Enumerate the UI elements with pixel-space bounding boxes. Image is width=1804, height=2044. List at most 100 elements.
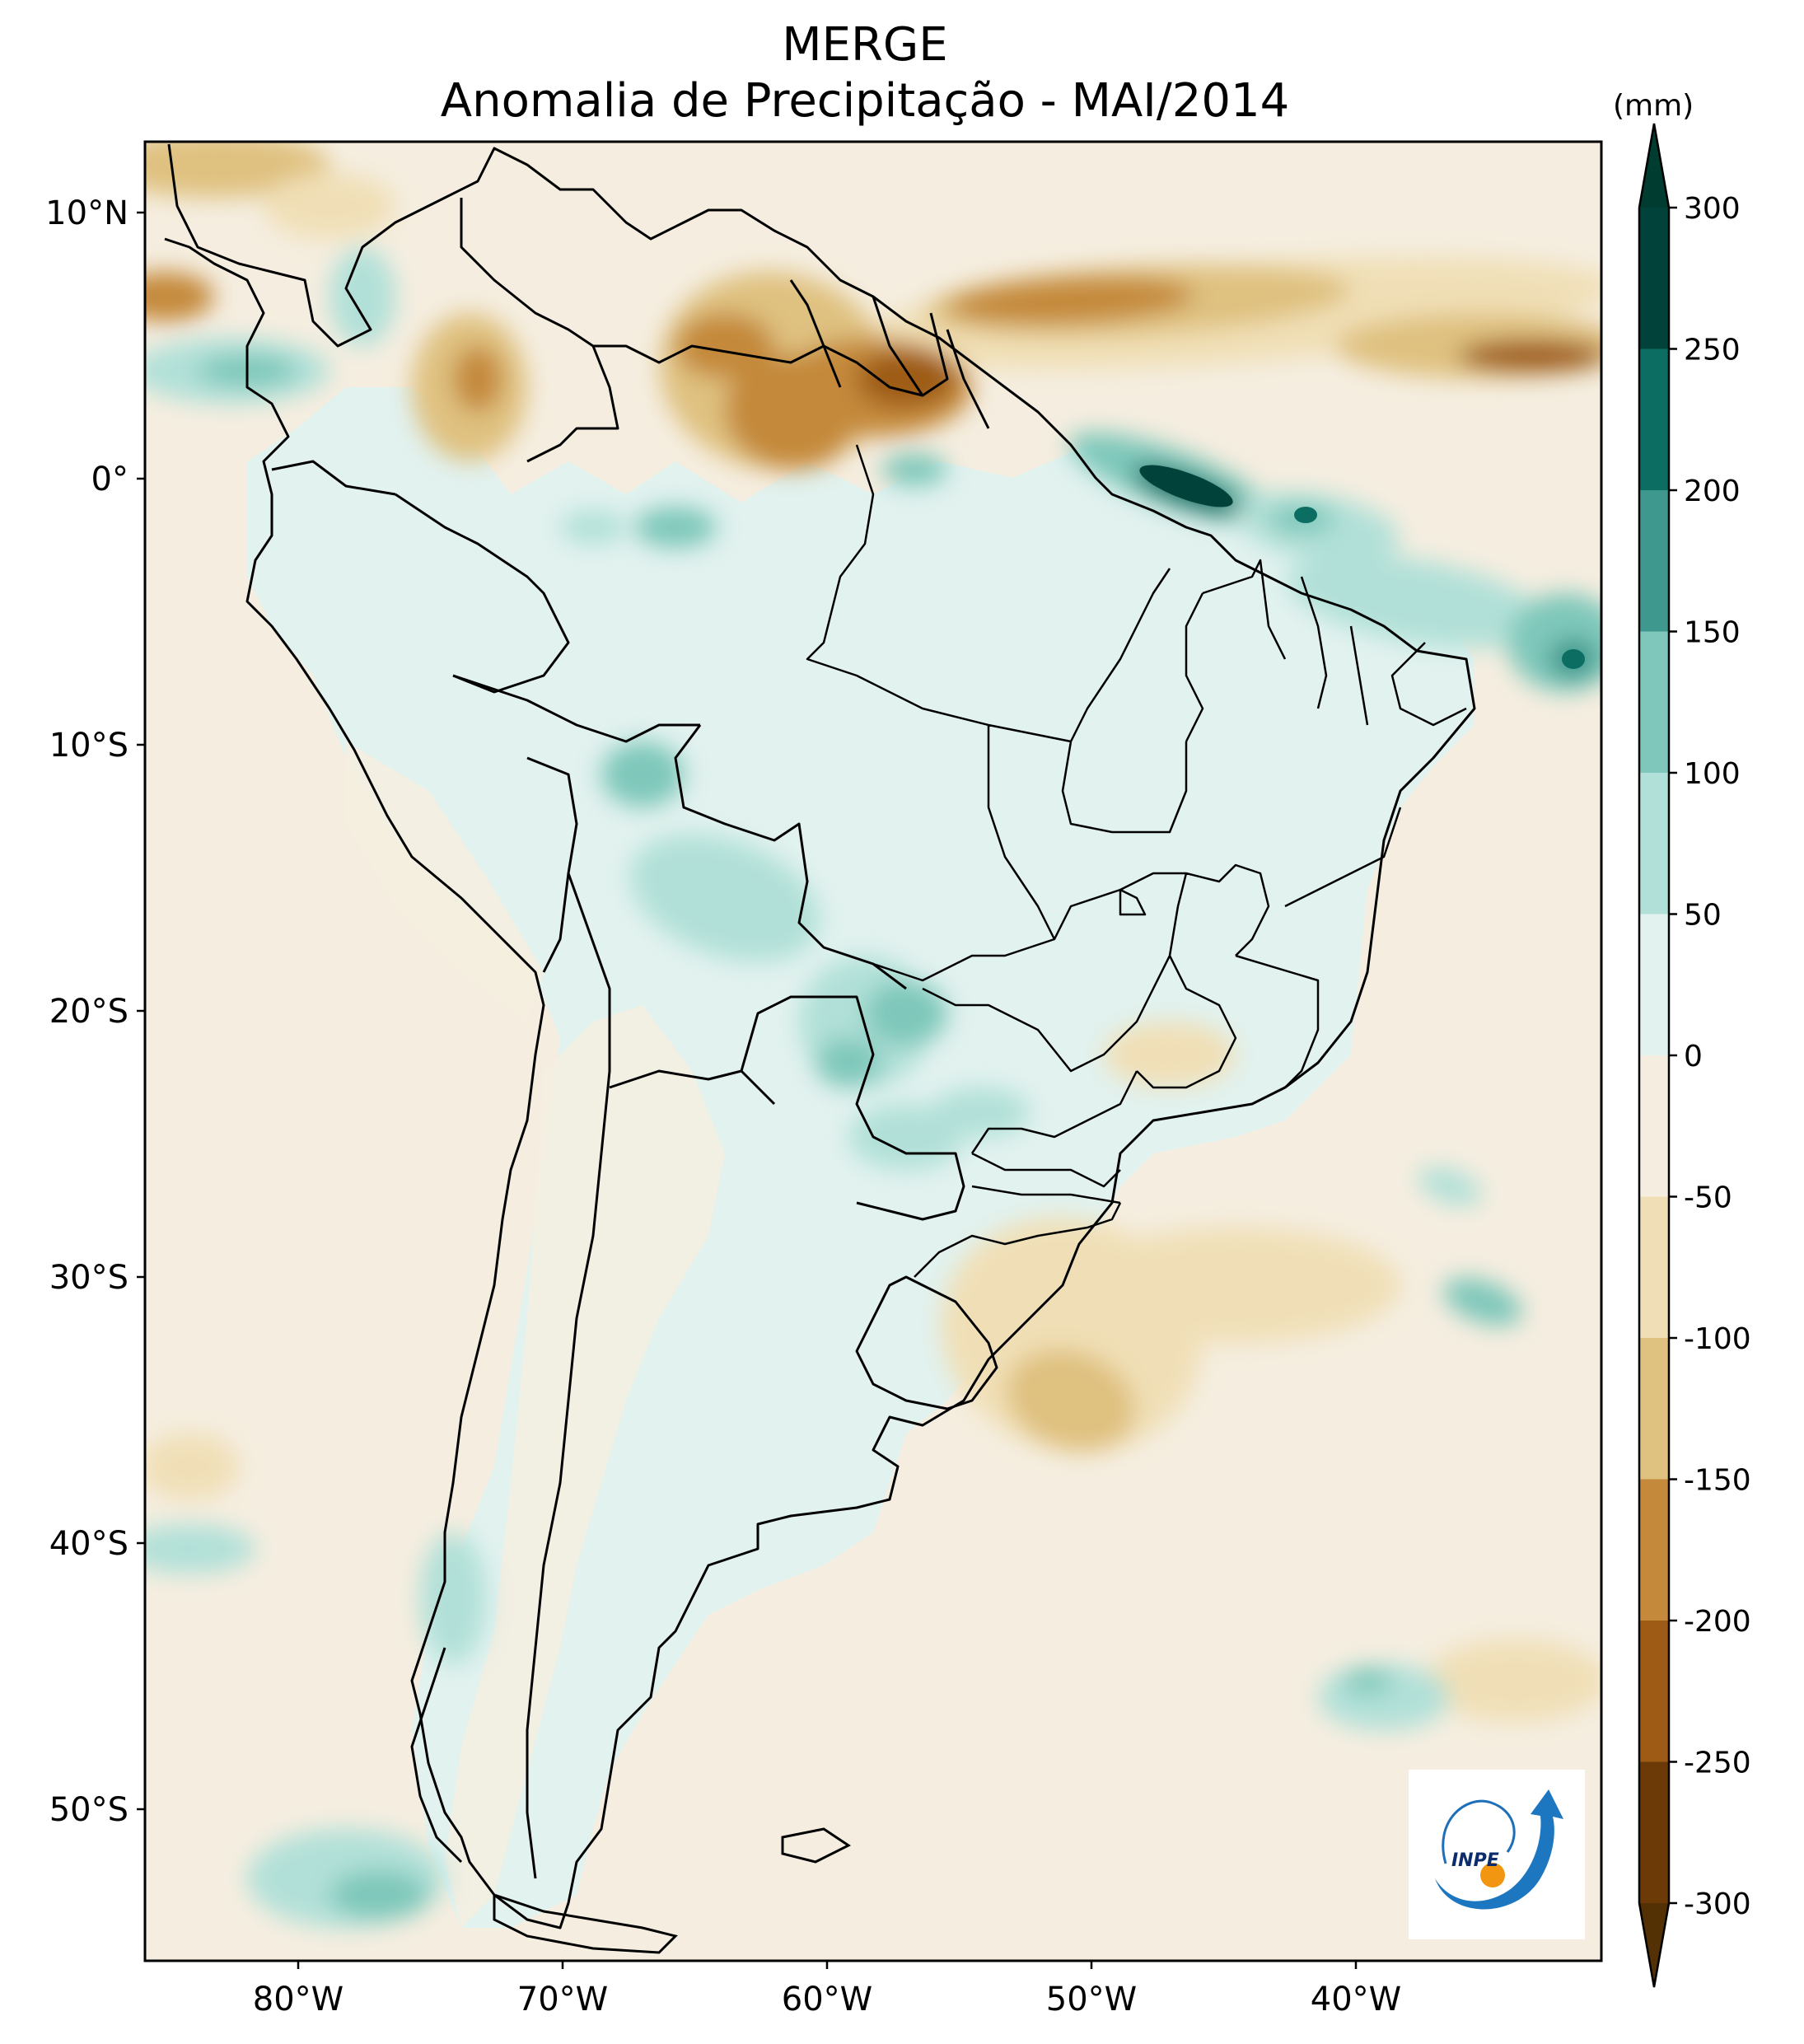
border-venezuela-brazil	[593, 344, 842, 388]
wet-core-amazon	[1139, 465, 1233, 507]
dry-guyana-core	[857, 350, 956, 408]
andes-neutral-field	[346, 741, 544, 1022]
wet-atlantic-equator	[1287, 554, 1547, 648]
country-borders	[164, 143, 1476, 1929]
colorbar-label: -250	[1684, 1747, 1751, 1780]
dry-central-america	[264, 173, 395, 239]
wet-cape-horn-core	[329, 1870, 428, 1920]
colorbar-segment	[1639, 1196, 1669, 1339]
lon-label-60w: 60°W	[782, 1981, 872, 2018]
border-bolivia-argentina	[609, 1069, 776, 1106]
dry-band-east-core	[1458, 339, 1601, 372]
map-title: MERGE	[782, 18, 948, 72]
wet-atlantic-far-south-core	[1343, 1668, 1392, 1693]
colorbar-segment	[1639, 348, 1669, 491]
anomaly-fields	[247, 387, 1475, 1928]
colorbar-segment	[1639, 1055, 1669, 1197]
wet-panama	[329, 247, 395, 346]
colorbar-segment	[1639, 773, 1669, 914]
wet-chile-south	[420, 1532, 486, 1664]
colorbar: 300 250 200 150 100 50 0 -50 -100 -150 -200 -250 -30…	[1638, 123, 1751, 1988]
lon-label-50w: 50°W	[1046, 1981, 1137, 2018]
tierra-del-fuego	[493, 1892, 678, 1954]
wet-parana-east	[931, 1087, 1030, 1137]
wet-amazon-west-2	[560, 511, 626, 544]
border-peru-bolivia	[526, 756, 578, 973]
colorbar-label: -200	[1684, 1605, 1751, 1639]
colorbar-extend-max	[1639, 124, 1669, 208]
chilean-archipelago	[410, 1647, 463, 1864]
anomaly-cores	[1139, 465, 1585, 669]
dry-atlantic	[1071, 1228, 1400, 1343]
logo-orbit-arc	[1442, 1799, 1516, 1864]
south-america-coastline	[164, 143, 1476, 1929]
patagonia-neutral-field	[445, 1005, 725, 1928]
dry-venezuela-west	[675, 313, 774, 379]
border-french-guiana	[946, 329, 990, 429]
lat-label-10s: 10°S	[49, 727, 129, 765]
lon-label-40w: 40°W	[1311, 1981, 1401, 2018]
colorbar-segment	[1639, 914, 1669, 1056]
wet-core-coast	[1294, 507, 1317, 523]
goias-df	[1119, 888, 1147, 916]
border-uruguay	[855, 1275, 998, 1410]
lat-label-50s: 50°S	[49, 1791, 129, 1829]
dry-colombia-core	[453, 346, 502, 412]
colorbar-label: 300	[1684, 192, 1741, 226]
longitude-axis: 80°W 70°W 60°W 50°W 40°W	[253, 1961, 1401, 2018]
wet-atlantic-mid	[1443, 1277, 1522, 1326]
colorbar-label: 200	[1684, 475, 1741, 508]
logo-text: INPE	[1451, 1850, 1499, 1871]
lon-label-70w: 70°W	[517, 1981, 608, 2018]
colorbar-label: 50	[1684, 899, 1722, 933]
colorbar-segment	[1639, 1761, 1669, 1904]
southern-islands	[410, 1647, 851, 1954]
colorbar-segment	[1639, 631, 1669, 774]
colorbar-label: 100	[1684, 757, 1741, 791]
colorbar-segment	[1639, 208, 1669, 349]
dry-atlantic-south	[1425, 1639, 1601, 1722]
logo-swoosh	[1435, 1789, 1563, 1910]
map-frame	[143, 140, 1603, 1962]
wet-atlantic-mid-2	[1418, 1167, 1482, 1206]
colorbar-unit: (mm)	[1613, 89, 1694, 123]
brazil-states	[806, 444, 1467, 1278]
dry-pacific-west	[145, 272, 214, 321]
wet-acre	[601, 741, 684, 807]
wet-core-atlantic	[1562, 649, 1585, 669]
border-paraguay	[740, 995, 965, 1221]
border-peru-brazil	[452, 674, 700, 743]
dry-band-center	[947, 276, 1194, 325]
colorbar-label: -300	[1684, 1887, 1751, 1921]
lat-label-40s: 40°S	[49, 1525, 129, 1563]
map-subtitle: Anomalia de Precipitação - MAI/2014	[440, 74, 1290, 128]
border-bolivia	[674, 724, 907, 990]
colorbar-segment	[1639, 1621, 1669, 1762]
colorbar-label: 0	[1684, 1040, 1703, 1073]
border-guyana	[789, 279, 949, 397]
logo-sun	[1480, 1863, 1505, 1887]
lat-label-0: 0°	[91, 461, 129, 498]
latitude-axis: 10°N 0° 10°S 20°S 30°S 40°S 50°S	[45, 194, 145, 1829]
wet-amazon-west	[634, 507, 717, 548]
lat-label-10n: 10°N	[45, 194, 129, 232]
anomaly-blobs	[145, 142, 1601, 1928]
lat-label-30s: 30°S	[49, 1259, 129, 1297]
wet-pacific-south	[145, 1524, 255, 1574]
colorbar-segment	[1639, 1479, 1669, 1621]
dry-pacific-south	[145, 1434, 239, 1499]
border-colombia-ecuador	[271, 460, 396, 496]
colorbar-label: -50	[1684, 1181, 1732, 1215]
colorbar-segment	[1639, 490, 1669, 632]
colorbar-label: 150	[1684, 616, 1741, 650]
colorbar-label: 250	[1684, 334, 1741, 367]
lat-label-20s: 20°S	[49, 993, 129, 1031]
dry-south-brazil-core	[1007, 1349, 1135, 1452]
colorbar-segment	[1639, 1338, 1669, 1480]
wet-amazon-north	[881, 453, 947, 486]
wet-pantanal-core	[816, 1038, 881, 1087]
falkland-islands	[781, 1827, 851, 1864]
colorbar-label: -100	[1684, 1322, 1751, 1356]
wet-bolivia	[629, 834, 820, 962]
